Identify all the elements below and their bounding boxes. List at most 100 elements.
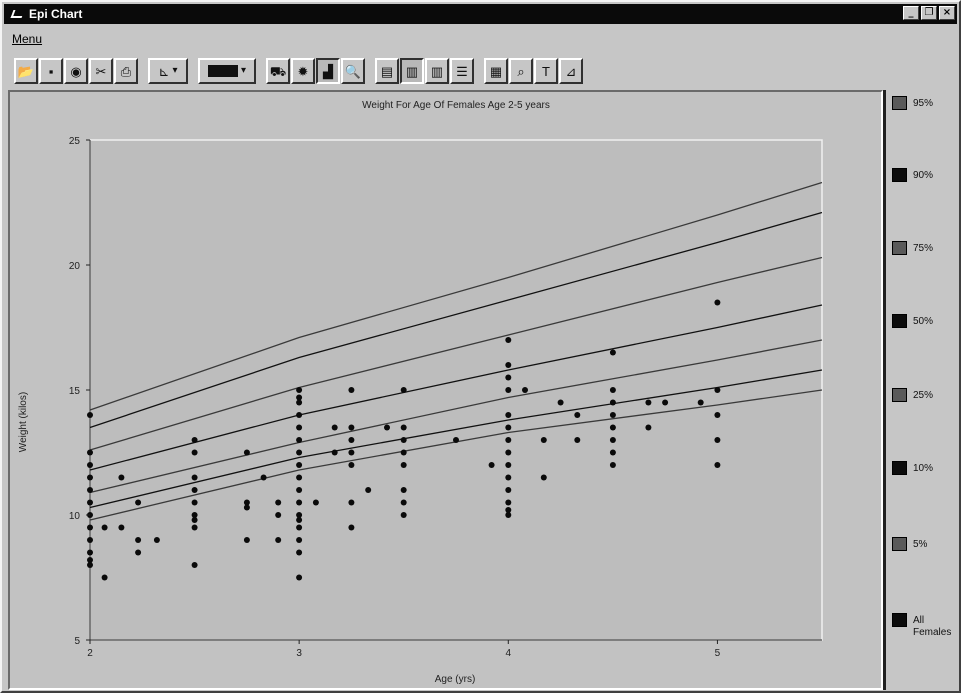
car-button[interactable]: ⛟ [266,58,290,84]
legend-item[interactable]: 90% [892,168,933,182]
title-bar[interactable]: Epi Chart _ ❐ × [4,4,957,24]
legend-item[interactable]: 10% [892,461,933,475]
legend-swatch [892,96,907,110]
y-tick-label: 10 [69,511,81,522]
zoom-page-button[interactable]: 🔍 [341,58,365,84]
save-disk-icon: ▪ [48,63,54,79]
data-point [87,474,93,481]
data-point [296,437,303,443]
print-button[interactable]: ⎙ [114,58,138,84]
stats-icon: ▦ [489,63,503,79]
data-point [296,449,303,456]
columns-icon: ▥ [430,63,444,79]
data-point [574,412,581,418]
search-button[interactable]: ⌕ [509,58,533,84]
data-point [453,437,459,443]
fill-color-dropdown[interactable]: ▾ [198,58,256,84]
columns-button[interactable]: ▥ [425,58,449,84]
data-point [296,474,303,481]
close-button[interactable]: × [939,6,955,20]
map-button[interactable]: ✹ [291,58,315,84]
data-point [714,387,721,393]
data-point [557,399,564,406]
text-tool-button[interactable]: T [534,58,558,84]
app-icon[interactable] [10,8,24,20]
data-point [505,487,512,493]
y-tick-label: 25 [69,136,81,147]
data-point [275,512,282,518]
legend-item[interactable]: 25% [892,388,933,402]
legend-label: 5% [913,539,928,550]
data-point [296,537,303,543]
data-point [609,424,616,431]
data-point [348,449,355,456]
data-point [296,549,303,556]
chart-title: Weight For Age Of Females Age 2-5 years [362,100,550,111]
data-point [540,474,547,481]
chart-type-button[interactable]: ▟ [316,58,340,84]
data-point [384,424,390,431]
data-point [505,387,512,393]
legend-item[interactable]: All Females [892,613,957,639]
list-button[interactable]: ☰ [450,58,474,84]
data-point [400,512,407,518]
data-point [296,524,303,531]
document-button[interactable]: ▥ [400,58,424,84]
axis-style-dropdown[interactable]: ⊾ ▾ [148,58,188,84]
legend-label: 50% [913,316,934,327]
data-point [609,462,616,468]
measure-button[interactable]: ⊿ [559,58,583,84]
legend-label: 25% [913,390,934,401]
data-point [296,499,303,506]
data-point [296,487,303,493]
stats-button[interactable]: ▦ [484,58,508,84]
data-point [296,424,303,431]
page-button[interactable]: ▤ [375,58,399,84]
car-icon: ⛟ [269,63,287,79]
data-point [101,574,108,581]
list-icon: ☰ [456,63,468,79]
data-point [191,524,198,531]
restore-button[interactable]: ❐ [921,6,937,20]
data-point [243,504,250,511]
data-point [87,499,93,506]
menu-bar: Menu [12,32,42,48]
data-point [574,437,581,443]
x-tick-label: 2 [87,648,93,659]
legend-item[interactable]: 75% [892,241,933,255]
y-tick-label: 5 [74,636,80,647]
legend-item[interactable]: 95% [892,96,933,110]
view-button[interactable]: ◉ [64,58,88,84]
open-folder-button[interactable]: 📂 [14,58,38,84]
legend-swatch [892,388,907,402]
minimize-button[interactable]: _ [903,6,919,20]
menu-item-menu[interactable]: Menu [12,32,43,46]
data-point [135,549,142,556]
data-point [714,412,721,418]
save-button[interactable]: ▪ [39,58,63,84]
data-point [348,437,355,443]
data-point [697,399,704,406]
data-point [331,449,338,456]
data-point [348,424,355,431]
search-icon: ⌕ [517,63,525,79]
cut-button[interactable]: ✂ [89,58,113,84]
data-point [87,462,93,468]
x-axis-label: Age (yrs) [435,674,476,685]
legend-item[interactable]: 50% [892,314,933,328]
data-point [296,394,303,401]
data-point [191,512,198,518]
data-point [365,487,372,493]
data-point [645,399,652,406]
percentile-line-50 [89,304,823,471]
data-point [400,387,407,393]
data-point [505,362,512,368]
legend-label: 10% [913,463,934,474]
data-point [400,437,407,443]
data-point [714,462,721,468]
view-icon: ◉ [70,63,82,79]
data-point [645,424,652,431]
legend-item[interactable]: 5% [892,537,927,551]
legend-swatch [892,241,907,255]
open-folder-icon: 📂 [17,63,35,79]
